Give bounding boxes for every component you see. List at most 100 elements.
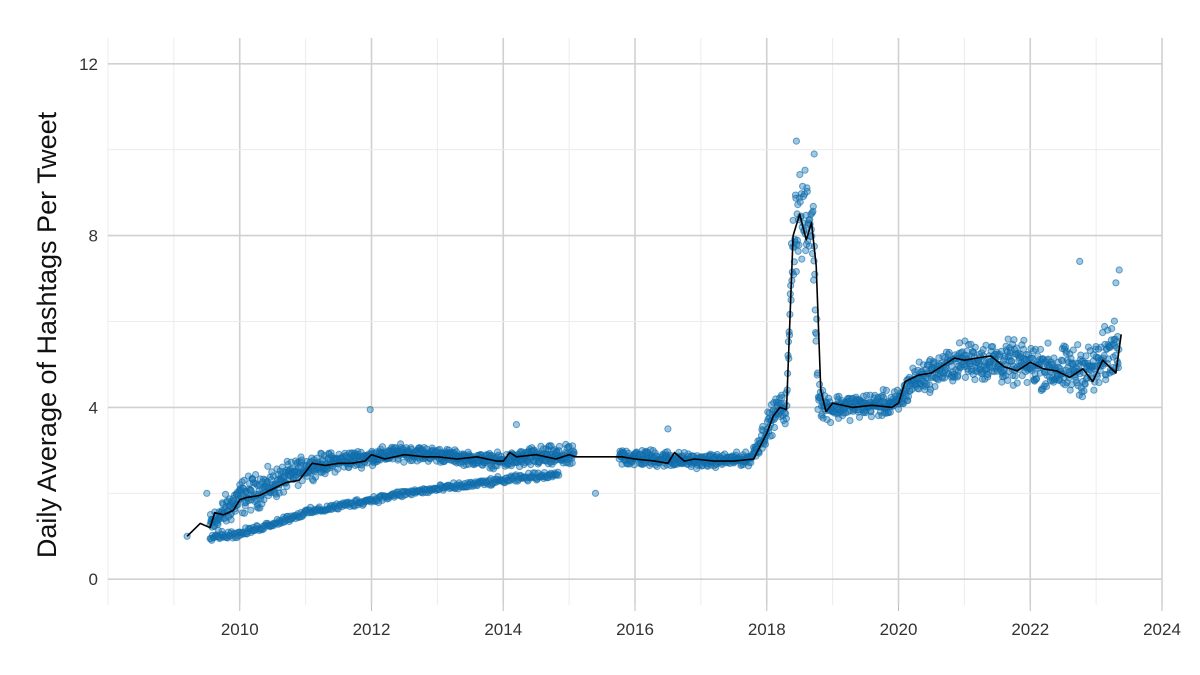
data-point (1114, 332, 1122, 341)
data-point (1090, 386, 1098, 394)
data-point (569, 442, 577, 450)
data-point (1023, 378, 1031, 387)
data-point (761, 440, 770, 448)
data-point (568, 459, 576, 467)
data-point (221, 490, 230, 498)
data-point (1082, 352, 1090, 360)
y-axis: 0 4 8 12 (79, 55, 98, 589)
data-point (803, 187, 811, 196)
data-point (1080, 387, 1088, 395)
data-point (1112, 279, 1120, 287)
data-point (796, 198, 804, 206)
data-point (260, 496, 268, 504)
data-point (810, 150, 818, 158)
data-point (1050, 354, 1058, 362)
data-point (931, 383, 939, 391)
x-tick-label: 2014 (484, 620, 522, 639)
data-point (1095, 379, 1103, 387)
data-point (1108, 325, 1116, 333)
data-point (1115, 266, 1123, 274)
y-tick-label: 0 (89, 570, 98, 589)
data-point (378, 443, 386, 451)
data-point (801, 166, 809, 174)
data-point (794, 247, 802, 255)
data-point (961, 373, 970, 381)
data-point (1004, 376, 1012, 384)
data-point (294, 481, 302, 490)
data-point (792, 137, 801, 145)
data-point (1036, 345, 1045, 353)
data-point (555, 442, 564, 450)
data-point (264, 462, 272, 470)
data-point (792, 268, 800, 276)
data-point (768, 431, 776, 440)
data-point (855, 413, 864, 421)
data-point (770, 423, 779, 432)
data-point (805, 242, 813, 250)
data-point (240, 476, 248, 484)
data-point (971, 343, 979, 351)
data-point (240, 509, 249, 517)
data-point (366, 406, 374, 414)
data-point (227, 516, 235, 524)
data-point (1110, 317, 1119, 325)
trend-line-group (186, 213, 1122, 537)
grid (107, 38, 1163, 605)
data-point (795, 241, 803, 249)
data-point (1042, 382, 1051, 391)
data-point (1084, 343, 1093, 351)
data-point (555, 471, 563, 479)
data-point (280, 488, 288, 496)
data-point (1066, 386, 1074, 394)
x-tick-label: 2024 (1143, 620, 1181, 639)
data-point (1013, 379, 1021, 387)
trend-line (186, 213, 1122, 537)
data-point (989, 343, 997, 351)
x-tick-label: 2012 (353, 620, 391, 639)
y-tick-label: 12 (79, 55, 98, 74)
data-point (809, 207, 817, 215)
data-point (1031, 345, 1040, 353)
data-point (782, 415, 791, 423)
data-point (570, 448, 578, 456)
data-point (1104, 326, 1112, 334)
y-tick-label: 8 (89, 227, 98, 246)
data-point (945, 348, 953, 357)
data-point (312, 473, 320, 481)
x-tick-label: 2018 (748, 620, 786, 639)
data-point (256, 504, 264, 512)
data-point (778, 394, 786, 402)
data-point (895, 405, 903, 413)
data-point (400, 458, 408, 466)
x-tick-label: 2020 (880, 620, 918, 639)
x-tick-label: 2010 (221, 620, 259, 639)
data-point (664, 425, 672, 433)
data-point (816, 380, 824, 388)
data-point (819, 414, 827, 422)
data-point (1076, 257, 1084, 265)
data-point (965, 341, 973, 349)
data-point (846, 417, 854, 425)
data-point (827, 418, 835, 427)
data-point (1010, 336, 1018, 344)
y-axis-title: Daily Average of Hashtags Per Tweet (32, 111, 62, 558)
data-point (1019, 345, 1028, 353)
x-axis: 2010 2012 2014 2016 2018 2020 2022 2024 (221, 605, 1181, 639)
y-tick-label: 4 (89, 398, 98, 417)
data-point (863, 391, 871, 399)
data-point (1033, 375, 1041, 383)
data-points (183, 137, 1123, 544)
data-point (971, 376, 979, 384)
data-point (1011, 372, 1019, 380)
data-point (591, 489, 600, 497)
data-point (247, 506, 255, 514)
x-tick-label: 2016 (616, 620, 654, 639)
data-point (1074, 341, 1082, 349)
data-point (252, 471, 260, 479)
data-point (203, 489, 211, 497)
data-point (781, 420, 789, 428)
data-point (867, 413, 876, 421)
data-point (789, 216, 797, 224)
data-point (882, 386, 891, 394)
